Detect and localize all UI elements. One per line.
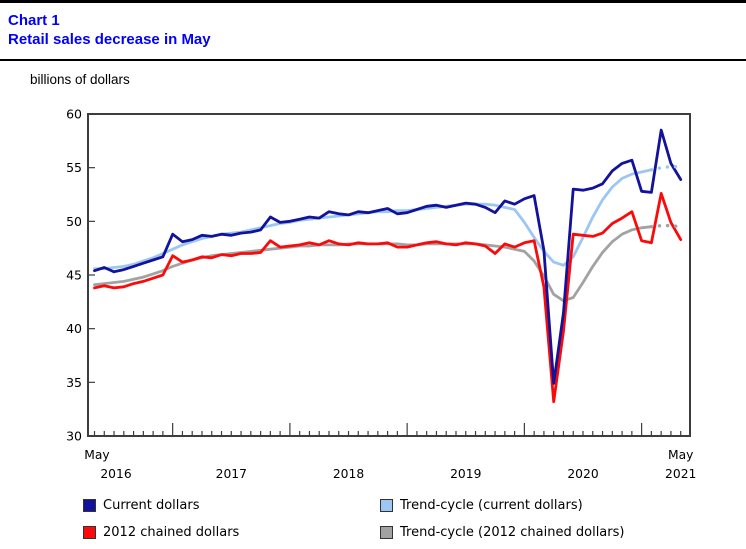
retail-sales-line-chart: 30 35 40 45 50 55 60 May 2016 2017 2018 2019 2020 May… (66, 107, 696, 482)
y-tick-label: 40 (66, 321, 82, 336)
x-label-year: 2019 (450, 467, 481, 481)
series-dotted-tail-3 (649, 164, 683, 172)
legend-item-current-dollars: Current dollars (83, 498, 199, 513)
legend-item-trend-cycle-current: Trend-cycle (current dollars) (380, 498, 583, 513)
title-divider (0, 59, 746, 61)
y-tick-label: 60 (66, 107, 82, 122)
legend-label: 2012 chained dollars (103, 525, 240, 540)
legend-item-2012-chained-dollars: 2012 chained dollars (83, 525, 239, 540)
series-dotted-tail-4 (649, 223, 683, 229)
y-axis-unit-label: billions of dollars (30, 72, 130, 87)
legend-label: Trend-cycle (2012 chained dollars) (400, 525, 625, 540)
y-tick-label: 45 (66, 268, 82, 283)
x-label-year: 2020 (567, 467, 598, 481)
legend-label: Trend-cycle (current dollars) (400, 498, 583, 513)
y-tick-label: 50 (66, 214, 82, 229)
top-border-bar (0, 0, 746, 3)
plot-border (87, 113, 691, 437)
x-label-may-left: May (84, 448, 109, 462)
x-label-year: 2021 (665, 467, 696, 481)
x-label-year: 2018 (333, 467, 364, 481)
legend-swatch-2012-chained-dollars (83, 526, 96, 539)
x-label-may-right: May (668, 448, 693, 462)
y-tick-label: 30 (66, 429, 82, 444)
series-line-2 (93, 191, 683, 404)
legend-item-trend-cycle-chained: Trend-cycle (2012 chained dollars) (380, 525, 624, 540)
x-label-year: 2016 (100, 467, 131, 481)
y-tick-label: 55 (66, 160, 82, 175)
series-line-1 (93, 128, 683, 385)
legend-swatch-current-dollars (83, 499, 96, 512)
y-tick-label: 35 (66, 375, 82, 390)
chart-number-label: Chart 1 (8, 12, 60, 29)
legend-label: Current dollars (103, 498, 200, 513)
legend-swatch-trend-cycle-chained (380, 526, 393, 539)
x-label-year: 2017 (216, 467, 247, 481)
page-title: Retail sales decrease in May (8, 31, 211, 48)
legend-swatch-trend-cycle-current (380, 499, 393, 512)
